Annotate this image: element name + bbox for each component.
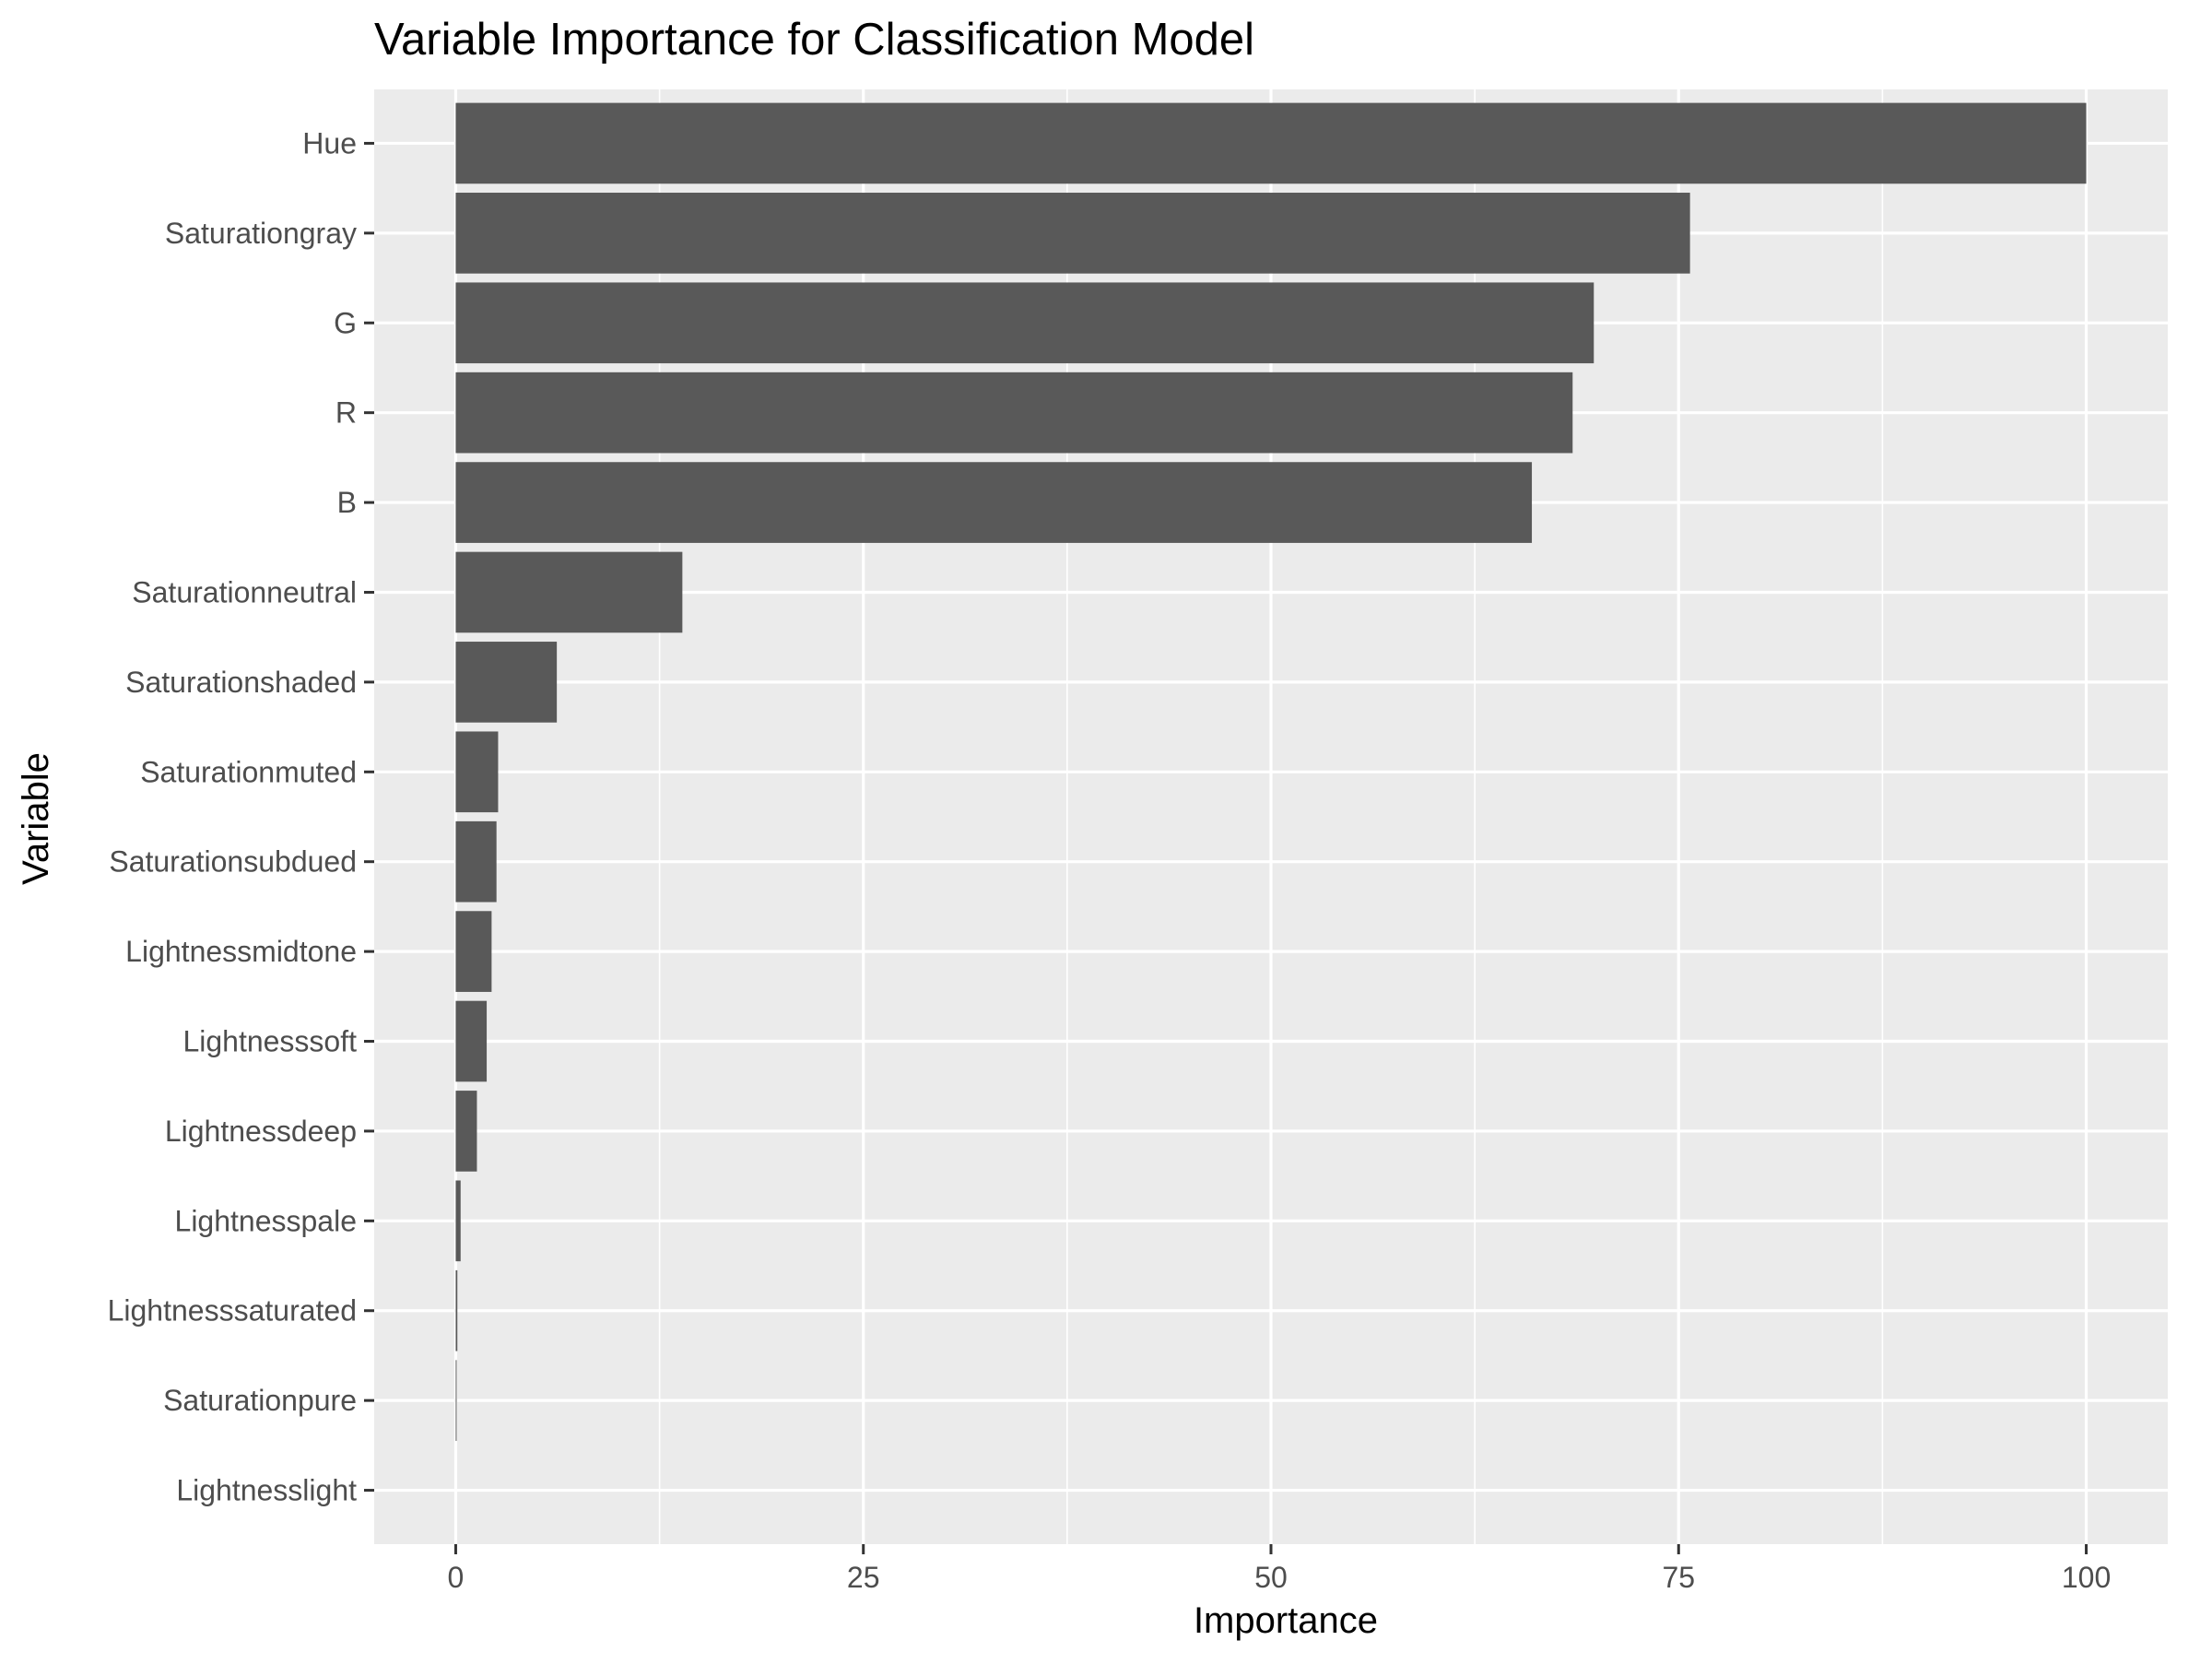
x-tick-label: 75	[1662, 1561, 1695, 1594]
y-tick-label: Saturationmuted	[140, 755, 357, 788]
y-tick-label: Lightnesspale	[175, 1204, 357, 1237]
x-axis-title: Importance	[1194, 1600, 1378, 1641]
y-tick-label: Hue	[302, 126, 357, 159]
y-tick-label: Lightnesslight	[176, 1474, 357, 1507]
y-tick-label: Saturationshaded	[125, 666, 357, 699]
bar-lightnesssoft	[455, 1000, 488, 1082]
y-tick-label: G	[334, 306, 357, 339]
bar-saturationgray	[455, 193, 1690, 274]
bar-lightnesssaturated	[455, 1269, 458, 1351]
y-axis-title: Variable	[16, 752, 56, 885]
bar-b	[455, 462, 1533, 543]
y-tick-label: Lightnesssoft	[182, 1025, 357, 1058]
bar-saturationshaded	[455, 642, 558, 723]
bars-group	[455, 102, 2087, 1441]
y-axis: Hue Saturationgray G R B Saturationneutral Sat…	[108, 126, 374, 1507]
y-tick-label: Saturationpure	[163, 1384, 357, 1417]
y-tick-label: Saturationsubdued	[109, 845, 357, 879]
y-tick-label: Lightnesssaturated	[108, 1294, 357, 1328]
y-tick-label: Saturationgray	[165, 217, 357, 250]
y-tick-label: Saturationneutral	[132, 575, 357, 608]
x-axis: 0 25 50 75 100	[448, 1544, 2111, 1594]
bar-saturationsubdued	[455, 820, 497, 903]
bar-r	[455, 372, 1573, 454]
bar-lightnesspale	[455, 1180, 461, 1262]
x-tick-label: 25	[847, 1561, 880, 1594]
x-tick-label: 100	[2062, 1561, 2111, 1594]
x-tick-label: 50	[1254, 1561, 1288, 1594]
bar-saturationneutral	[455, 551, 683, 633]
chart-title: Variable Importance for Classification M…	[374, 15, 1254, 65]
x-tick-label: 0	[448, 1561, 465, 1594]
y-tick-label: R	[335, 396, 357, 430]
y-tick-label: B	[337, 486, 357, 519]
y-tick-label: Lightnessdeep	[165, 1115, 357, 1148]
bar-lightnessmidtone	[455, 911, 492, 992]
bar-saturationpure	[455, 1360, 457, 1441]
bar-lightnessdeep	[455, 1091, 477, 1172]
bar-saturationmuted	[455, 731, 499, 813]
bar-hue	[455, 102, 2087, 184]
bar-g	[455, 282, 1594, 364]
y-tick-label: Lightnessmidtone	[125, 935, 357, 968]
